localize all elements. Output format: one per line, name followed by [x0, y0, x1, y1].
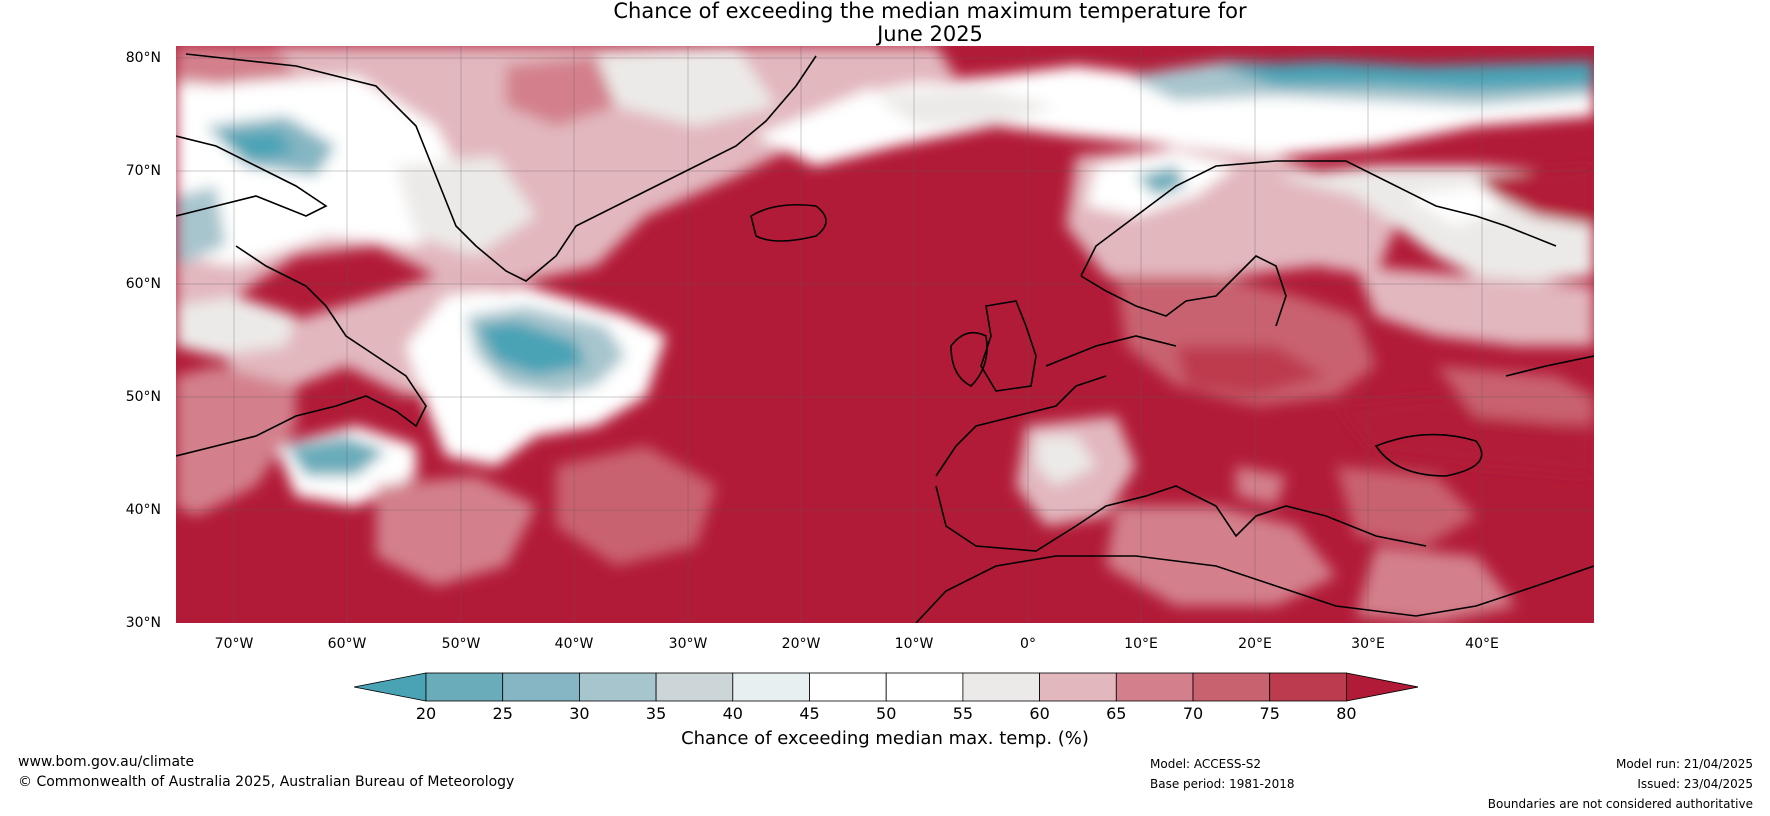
footer-issued: Issued: 23/04/2025 — [1637, 777, 1753, 791]
title-line-1: Chance of exceeding the median maximum t… — [613, 0, 1247, 23]
lon-label-0: 0° — [1020, 636, 1036, 652]
footer-model: Model: ACCESS-S2 — [1150, 757, 1262, 771]
lat-label-80n: 80°N — [125, 50, 161, 66]
colorbar-segment — [809, 672, 887, 702]
lon-label-20e: 20°E — [1238, 636, 1272, 652]
colorbar-tick-label: 35 — [645, 704, 667, 723]
colorbar-tick-label: 80 — [1336, 704, 1357, 723]
colorbar-tick-label: 75 — [1259, 704, 1280, 723]
lat-label-40n: 40°N — [125, 502, 161, 518]
colorbar-segment — [1269, 672, 1347, 702]
colorbar-tick-label: 40 — [722, 704, 743, 723]
lon-label-30w: 30°W — [668, 636, 708, 652]
lon-label-20w: 20°W — [781, 636, 821, 652]
colorbar-over-triangle — [1346, 672, 1418, 702]
colorbar-segment — [655, 672, 734, 702]
footer-base-period: Base period: 1981-2018 — [1150, 777, 1295, 791]
colorbar-label: Chance of exceeding median max. temp. (%… — [681, 728, 1089, 749]
title-line-2: June 2025 — [877, 22, 983, 46]
colorbar-under-triangle — [354, 672, 427, 702]
colorbar-segment — [1192, 672, 1271, 702]
lon-label-40w: 40°W — [554, 636, 594, 652]
lat-label-50n: 50°N — [125, 389, 161, 405]
colorbar-tick-label: 65 — [1106, 704, 1127, 723]
colorbar-segment — [732, 672, 810, 702]
lon-label-10w: 10°W — [894, 636, 934, 652]
colorbar-tick-label: 60 — [1029, 704, 1050, 723]
colorbar-tick-label: 25 — [492, 704, 513, 723]
colorbar-segment — [1039, 672, 1117, 702]
footer-model-run: Model run: 21/04/2025 — [1615, 757, 1753, 771]
colorbar-tick-label: 55 — [952, 704, 974, 723]
colorbar-segment — [578, 672, 657, 702]
footer-disclaimer: Boundaries are not considered authoritat… — [1487, 797, 1753, 811]
colorbar — [354, 672, 1418, 702]
colorbar-tick-label: 30 — [569, 704, 590, 723]
lon-label-40e: 40°E — [1465, 636, 1499, 652]
colorbar-segment — [1115, 672, 1194, 702]
graticule — [176, 46, 1594, 623]
colorbar-segment — [885, 672, 964, 702]
colorbar-tick-label: 50 — [876, 704, 897, 723]
colorbar-tick-label: 70 — [1182, 704, 1204, 723]
colorbar-segment — [962, 672, 1041, 702]
colorbar-segment — [425, 672, 504, 702]
lon-label-60w: 60°W — [327, 636, 367, 652]
probability-map — [176, 46, 1594, 623]
lon-label-30e: 30°E — [1351, 636, 1385, 652]
footer-copyright: © Commonwealth of Australia 2025, Austra… — [18, 774, 515, 790]
colorbar-segment — [502, 672, 580, 702]
lat-label-60n: 60°N — [125, 276, 161, 292]
lat-label-70n: 70°N — [125, 163, 161, 179]
footer-website: www.bom.gov.au/climate — [18, 754, 195, 770]
lon-label-70w: 70°W — [214, 636, 254, 652]
map-title: Chance of exceeding the median maximum t… — [530, 0, 1330, 46]
lat-label-30n: 30°N — [125, 615, 161, 631]
colorbar-tick-label: 45 — [799, 704, 820, 723]
lon-label-10e: 10°E — [1124, 636, 1158, 652]
colorbar-tick-label: 20 — [415, 704, 437, 723]
lon-label-50w: 50°W — [441, 636, 481, 652]
coastlines — [176, 53, 1594, 623]
